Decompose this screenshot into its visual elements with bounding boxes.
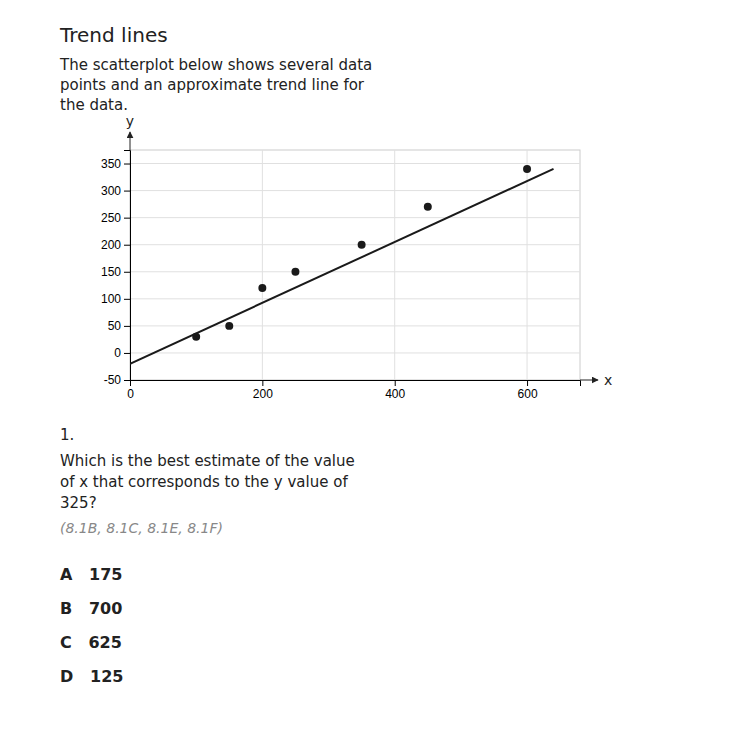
axis-arrow [130,132,131,150]
tick: 50 [108,319,130,333]
axis: -50 0 50 100 150 200 250 300 350 [101,151,131,388]
tick-label: 100 [101,292,121,306]
axis-label: x [604,372,612,388]
tick-label: 0 [114,346,121,360]
tick-mark [527,380,528,386]
tick: 350 [101,157,130,171]
grid-line [130,271,580,272]
grid-line [130,325,580,326]
tick: -50 [104,373,130,387]
title: Trend lines [59,23,168,47]
tick-label: 200 [101,238,121,252]
point [424,203,432,211]
tick: 150 [101,265,130,279]
tick: 250 [101,211,130,225]
point [225,322,233,330]
tick-label: 300 [101,184,121,198]
tick-mark [124,191,130,192]
tick-label: 250 [101,211,121,225]
tick-mark [124,245,130,246]
answer-choice: B 700 [60,599,122,618]
plot-background [130,150,580,380]
tick-label: 200 [253,387,273,401]
question-text: Which is the best estimate of the valueo… [60,452,355,512]
grid-line [130,298,580,299]
tick-mark [124,326,130,327]
tick-label: 600 [518,387,538,401]
grid-line [130,190,580,191]
grid-line [262,150,263,380]
tick-mark [262,380,263,386]
answer-choice: A 175 [60,565,123,584]
grid-line [130,217,580,218]
grid-line [527,150,528,380]
marks [130,165,554,364]
tick: 0 [114,346,130,360]
trend-line [130,169,554,364]
axis-label: y [126,113,134,129]
grid-line [130,244,580,245]
point [358,241,366,249]
tick: 200 [253,380,273,401]
tick: 600 [518,380,538,401]
point [192,333,200,341]
axis-line [131,381,581,387]
tick-label: 150 [101,265,121,279]
tick-mark [124,218,130,219]
grid-line [130,163,580,164]
tick: 300 [101,184,130,198]
tick-label: -50 [104,373,122,387]
grid-line [130,352,580,353]
tick-mark [124,164,130,165]
tick: 0 [127,380,134,401]
subtitle: The scatterplot below shows several data… [59,56,372,114]
tick-label: 0 [127,387,134,401]
answer-choice: D 125 [60,667,123,686]
tick-label: 400 [385,387,405,401]
tick-label: 350 [101,157,121,171]
question-number: 1. [60,426,74,444]
axis-line [124,151,131,381]
tick-mark [395,380,396,386]
axis-arrow [580,380,598,381]
point [523,165,531,173]
chart: Trend lines The scatterplot below shows s… [0,0,750,750]
point [258,284,266,292]
axis: 0 200 400 600 [127,380,580,401]
tick-mark [124,380,130,381]
tick-mark [124,272,130,273]
tick: 200 [101,238,130,252]
tick: 100 [101,292,130,306]
grid [130,150,580,380]
question-codes: (8.1B, 8.1C, 8.1E, 8.1F) [60,520,223,536]
grid-line [394,150,395,380]
tick-mark [124,299,130,300]
tick-mark [124,353,130,354]
tick: 400 [385,380,405,401]
point [291,268,299,276]
answer-choice: C 625 [60,633,122,652]
tick-label: 50 [108,319,122,333]
